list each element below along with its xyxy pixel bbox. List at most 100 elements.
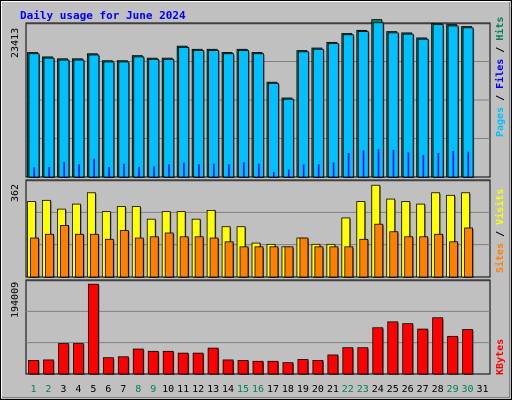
sites-bar: [45, 233, 55, 278]
files-bar: [332, 162, 335, 177]
kbytes-bar: [43, 359, 55, 375]
pages-bar: [193, 50, 205, 178]
pages-bar: [103, 61, 115, 178]
x-day-label: 6: [105, 384, 111, 395]
x-day-label: 2: [45, 384, 51, 395]
kbytes-bar: [432, 317, 444, 375]
x-day-label: 7: [120, 384, 126, 395]
files-bar: [78, 164, 80, 177]
files-bar: [108, 166, 110, 177]
x-day-label: 12: [192, 384, 204, 395]
pages-bar: [58, 59, 70, 178]
kbytes-bar: [312, 359, 324, 375]
sites-bar: [434, 233, 444, 278]
sites-bar: [60, 225, 70, 278]
sites-bar: [464, 227, 474, 278]
y-tick-label: 362: [10, 184, 21, 202]
sites-bar: [209, 237, 220, 278]
x-day-label: 17: [267, 384, 279, 395]
x-day-label: 23: [357, 384, 369, 395]
kbytes-bar: [132, 348, 145, 375]
files-bar: [362, 150, 365, 177]
files-bar: [407, 152, 410, 177]
kbytes-bar: [267, 360, 279, 375]
pages-bar: [223, 53, 235, 178]
pages-bar: [238, 50, 250, 178]
sites-bar: [134, 237, 145, 278]
pages-bar: [73, 59, 85, 178]
x-day-label: 26: [402, 384, 414, 395]
sites-bar: [374, 223, 384, 278]
files-bar: [183, 162, 185, 177]
kbytes-bar: [297, 359, 309, 375]
sites-bar: [269, 246, 279, 278]
x-day-label: 31: [476, 384, 488, 395]
x-day-label: 8: [135, 384, 141, 395]
files-bar: [168, 164, 170, 177]
sites-bar: [329, 246, 339, 278]
x-day-label: 27: [417, 384, 429, 395]
x-day-label: 22: [342, 384, 354, 395]
sites-bar: [179, 236, 190, 278]
kbytes-bar: [222, 359, 235, 375]
kbytes-bar: [282, 362, 294, 375]
x-day-label: 14: [222, 384, 234, 395]
sites-bar: [89, 233, 100, 278]
x-day-label: 4: [75, 384, 81, 395]
kbytes-bar: [402, 323, 414, 375]
kbytes-bar: [357, 347, 369, 375]
files-bar: [258, 163, 260, 177]
kbytes-bar: [162, 350, 175, 375]
pages-bar: [312, 48, 325, 178]
sites-bar: [254, 246, 265, 278]
pages-bar: [298, 51, 310, 179]
kbytes-bar: [87, 283, 100, 375]
sites-bar: [344, 246, 354, 278]
x-day-label: 15: [237, 384, 249, 395]
legend-sites-visits: Sites / Visits: [494, 189, 506, 273]
kbytes-bar: [447, 335, 459, 375]
sites-bar: [194, 236, 205, 278]
pages-bar: [43, 57, 55, 179]
files-bar: [377, 149, 380, 177]
sites-bar: [149, 236, 160, 278]
files-bar: [452, 151, 455, 177]
kbytes-bar: [177, 352, 190, 375]
sites-bar: [284, 246, 294, 278]
sites-bar: [404, 236, 414, 278]
x-day-label: 10: [162, 384, 174, 395]
files-bar: [138, 166, 140, 177]
pages-bar: [253, 53, 265, 178]
sites-bar: [314, 246, 324, 278]
files-bar: [153, 166, 155, 177]
pages-bar: [163, 59, 175, 178]
sites-bar: [299, 237, 309, 278]
x-day-label: 30: [462, 384, 474, 395]
y-tick-label: 194009: [10, 282, 21, 318]
x-day-label: 5: [90, 384, 96, 395]
kbytes-bar: [117, 356, 130, 375]
x-day-label: 20: [312, 384, 324, 395]
files-bar: [243, 162, 245, 177]
files-bar: [123, 163, 125, 177]
files-bar: [437, 152, 440, 177]
kbytes-bar: [28, 359, 40, 375]
files-bar: [392, 149, 395, 177]
y-tick-label: 23413: [10, 28, 21, 58]
kbytes-bar: [252, 360, 265, 375]
x-day-label: 28: [432, 384, 444, 395]
bars: [27, 19, 475, 375]
sites-bar: [30, 237, 40, 278]
pages-bar: [208, 50, 220, 178]
pages-bar: [28, 53, 40, 178]
x-day-label: 29: [447, 384, 459, 395]
files-bar: [198, 164, 200, 177]
pages-bar: [327, 43, 340, 178]
files-bar: [93, 158, 95, 177]
kbytes-bar: [342, 347, 354, 375]
files-bar: [422, 154, 425, 177]
files-bar: [228, 164, 230, 177]
kbytes-bar: [372, 327, 384, 375]
files-bar: [467, 151, 470, 177]
